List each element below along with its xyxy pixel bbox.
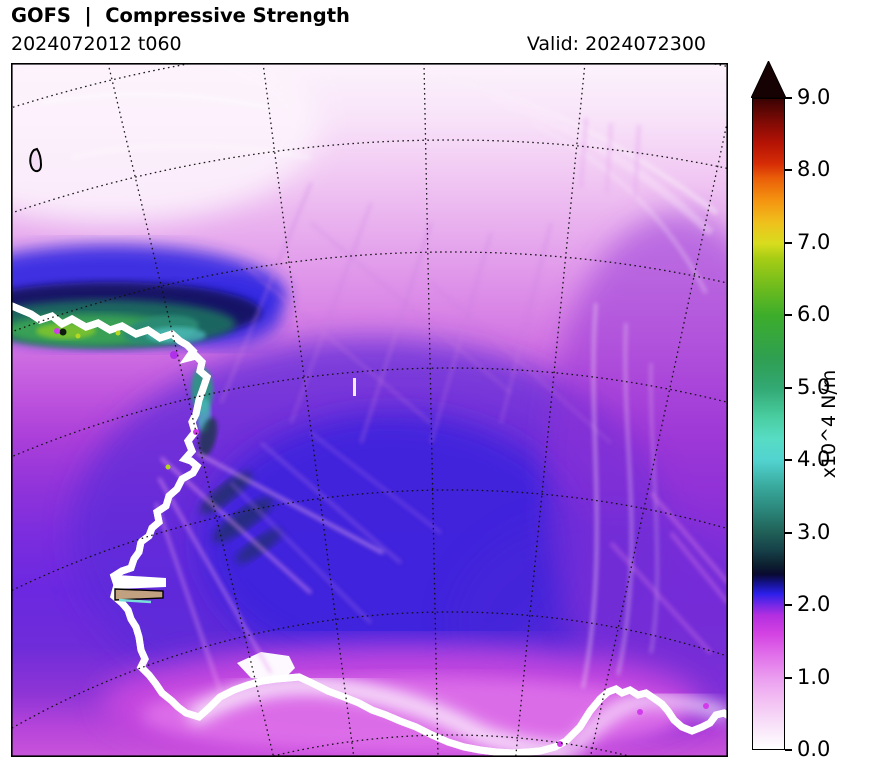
graticule (11, 63, 728, 757)
colorbar-tick-label: 6.0 (797, 302, 831, 327)
colorbar-tick-mark (785, 97, 792, 99)
colorbar-tick-mark (785, 314, 792, 317)
coastal-specks (54, 328, 709, 747)
map-border (11, 63, 728, 757)
colorbar-over-arrow (751, 61, 786, 98)
colorbar-tick-label: 7.0 (797, 229, 831, 254)
ice-strength-map (11, 63, 728, 757)
colorbar-unit-label: x10^4 N/m (818, 369, 840, 479)
colorbar-tick-mark (785, 531, 792, 534)
subtitle-row: 2024072012 t060 Valid: 2024072300 (11, 33, 728, 55)
land-mass (11, 303, 728, 757)
colorbar-tick-mark (785, 241, 792, 244)
colorbar (752, 98, 785, 750)
colorbar-tick-mark (785, 386, 792, 389)
colorbar-tick-label: 1.0 (797, 664, 831, 689)
small-island (29, 147, 43, 173)
valid-time-label: Valid: 2024072300 (526, 33, 706, 55)
colorbar-tick-mark (785, 604, 792, 607)
map-canvas (11, 63, 728, 757)
model-run-label: 2024072012 t060 (11, 33, 182, 55)
colorbar-tick-label: 9.0 (797, 85, 831, 109)
colorbar-tick-mark (785, 169, 792, 172)
colorbar-tick-mark (785, 749, 792, 751)
colorbar-tick-mark (785, 676, 792, 679)
ocean-field (11, 63, 728, 757)
colorbar-tick-label: 8.0 (797, 157, 831, 182)
colorbar-tick-label: 0.0 (797, 737, 831, 761)
colorbar-tick-label: 2.0 (797, 592, 831, 617)
colorbar-tick-label: 3.0 (797, 519, 831, 544)
colorbar-tick-mark (785, 459, 792, 462)
page-title: GOFS | Compressive Strength (11, 4, 350, 27)
